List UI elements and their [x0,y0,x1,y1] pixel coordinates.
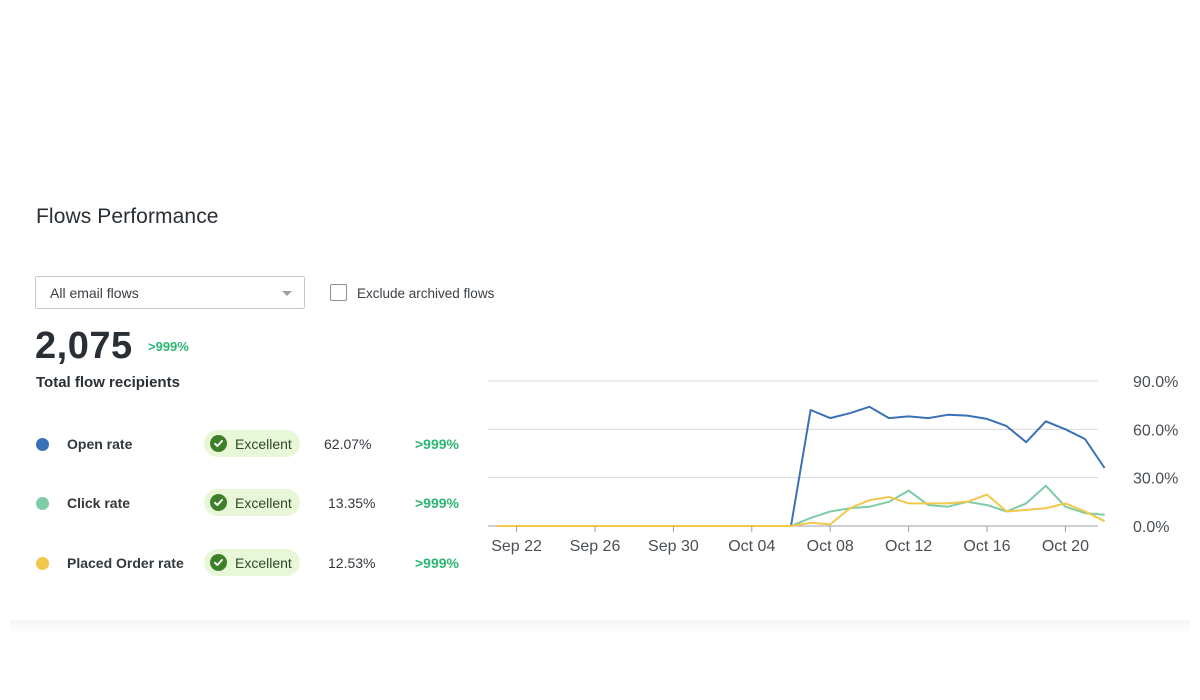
x-tick-label: Sep 26 [570,538,621,555]
metric-value: 12.53% [328,555,376,571]
x-tick-label: Oct 04 [728,538,775,555]
metric-label: Click rate [67,495,131,511]
metric-value: 13.35% [328,495,376,511]
flow-select-value: All email flows [50,285,139,301]
metric-change: >999% [415,436,459,452]
status-badge: Excellent [204,489,300,516]
y-tick-label: 30.0% [1133,471,1178,488]
metric-label: Open rate [67,436,133,452]
status-badge: Excellent [204,549,300,576]
badge-label: Excellent [235,435,292,452]
x-tick-label: Oct 12 [885,538,932,555]
total-recipients-value: 2,075 [35,325,133,367]
metric-change: >999% [415,555,459,571]
series-line [497,493,1106,527]
card-bottom-edge [10,620,1190,634]
badge-label: Excellent [235,554,292,571]
legend-dot-icon [36,557,49,570]
status-badge: Excellent [204,430,300,457]
series-line [497,484,1105,527]
x-tick-label: Oct 20 [1042,538,1089,555]
check-circle-icon [210,435,227,452]
legend-dot-icon [36,497,49,510]
badge-label: Excellent [235,494,292,511]
exclude-archived-checkbox[interactable] [330,284,347,301]
x-tick-label: Oct 08 [807,538,854,555]
chevron-down-icon [282,291,292,296]
metric-value: 62.07% [324,436,372,452]
legend-dot-icon [36,438,49,451]
x-tick-label: Sep 30 [648,538,699,555]
rates-line-chart: Sep 22 Sep 26 Sep 30 Oct 04 Oct 08 Oct 12 Oct … [488,374,1178,555]
metric-row-open-rate: Open rate Excellent 62.07% >999% [0,428,480,458]
metric-label: Placed Order rate [67,555,184,571]
check-circle-icon [210,494,227,511]
metric-row-click-rate: Click rate Excellent 13.35% >999% [0,487,480,517]
metric-change: >999% [415,495,459,511]
x-tick-label: Sep 22 [491,538,542,555]
x-tick-label: Oct 16 [963,538,1010,555]
total-recipients-change: >999% [148,339,189,354]
y-tick-label: 0.0% [1133,519,1169,536]
page-title: Flows Performance [36,205,219,228]
exclude-archived-label[interactable]: Exclude archived flows [357,286,495,301]
total-recipients-label: Total flow recipients [36,374,180,391]
flow-select-dropdown[interactable]: All email flows [35,276,305,309]
metric-row-placed-order-rate: Placed Order rate Excellent 12.53% >999% [0,547,480,577]
y-tick-label: 90.0% [1133,374,1178,391]
check-circle-icon [210,554,227,571]
y-tick-label: 60.0% [1133,422,1178,439]
